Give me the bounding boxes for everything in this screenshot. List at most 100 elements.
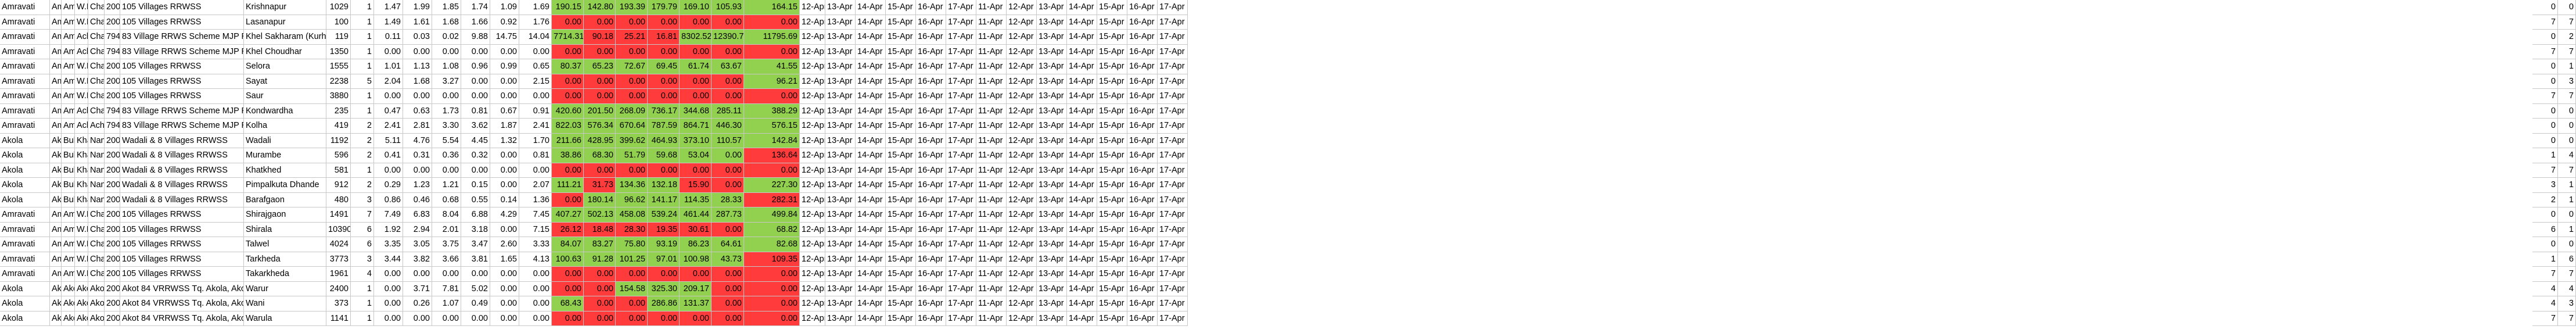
lpcd-cell[interactable]: 164.15 bbox=[744, 0, 800, 15]
table-cell[interactable]: 6.83 bbox=[403, 207, 432, 223]
lpcd-cell[interactable]: 16.81 bbox=[648, 30, 680, 45]
table-cell[interactable]: Amravati bbox=[50, 222, 62, 237]
table-cell[interactable]: 4.29 bbox=[490, 207, 519, 223]
table-cell[interactable]: 4.13 bbox=[519, 252, 552, 267]
table-cell[interactable]: 0.00 bbox=[432, 311, 461, 326]
table-cell[interactable]: 1491 bbox=[326, 207, 351, 223]
table-cell[interactable]: 2.81 bbox=[403, 119, 432, 134]
table-cell[interactable]: 11-Apr bbox=[976, 237, 1007, 252]
table-cell[interactable]: 3.05 bbox=[403, 237, 432, 252]
table-cell[interactable]: 12-Apr bbox=[1007, 119, 1037, 134]
table-cell[interactable]: 13-Apr bbox=[1037, 103, 1067, 119]
table-cell[interactable]: 0.46 bbox=[403, 192, 432, 207]
table-cell[interactable]: 0.96 bbox=[461, 59, 490, 74]
lpcd-cell[interactable]: 169.10 bbox=[680, 0, 712, 15]
table-cell[interactable]: 20028083 bbox=[105, 163, 120, 178]
lpcd-cell[interactable]: 105.93 bbox=[712, 0, 744, 15]
table-cell[interactable]: Amravati bbox=[62, 15, 75, 30]
table-cell[interactable]: 12-Apr bbox=[800, 222, 825, 237]
table-cell[interactable]: 13-Apr bbox=[1037, 163, 1067, 178]
table-cell[interactable]: 14-Apr bbox=[856, 74, 886, 89]
lpcd-cell[interactable]: 61.74 bbox=[680, 59, 712, 74]
table-cell[interactable]: 12-Apr bbox=[1007, 192, 1037, 207]
table-cell[interactable]: 12-Apr bbox=[1007, 89, 1037, 104]
table-cell[interactable]: 16-Apr bbox=[1127, 74, 1158, 89]
table-cell[interactable]: 17-Apr bbox=[1158, 89, 1188, 104]
table-cell[interactable]: 3.18 bbox=[461, 222, 490, 237]
table-cell[interactable]: 5 bbox=[351, 74, 374, 89]
table-cell[interactable]: 0.00 bbox=[519, 281, 552, 296]
lpcd-cell[interactable]: 72.67 bbox=[616, 59, 648, 74]
table-cell[interactable]: 7 bbox=[2532, 89, 2558, 104]
table-cell[interactable]: 16-Apr bbox=[916, 296, 946, 311]
table-cell[interactable]: 16-Apr bbox=[1127, 15, 1158, 30]
table-cell[interactable]: 0.99 bbox=[490, 59, 519, 74]
table-cell[interactable]: 0 bbox=[2532, 207, 2558, 223]
lpcd-cell[interactable]: 193.39 bbox=[616, 0, 648, 15]
lpcd-cell[interactable]: 0.00 bbox=[712, 267, 744, 282]
table-cell[interactable]: 20003791 bbox=[105, 89, 120, 104]
table-cell[interactable]: 15-Apr bbox=[1097, 296, 1127, 311]
table-cell[interactable]: 1.32 bbox=[490, 133, 519, 148]
table-cell[interactable]: 16-Apr bbox=[1127, 237, 1158, 252]
table-cell[interactable]: 0.00 bbox=[461, 163, 490, 178]
lpcd-cell[interactable]: 0.00 bbox=[680, 267, 712, 282]
table-cell[interactable]: 16-Apr bbox=[1127, 311, 1158, 326]
table-cell[interactable]: 0.31 bbox=[403, 148, 432, 163]
table-cell[interactable]: 7 bbox=[2558, 44, 2576, 59]
table-cell[interactable]: 12-Apr bbox=[1007, 296, 1037, 311]
table-cell[interactable]: Buldhana bbox=[62, 192, 75, 207]
table-cell[interactable]: 3 bbox=[2532, 178, 2558, 193]
table-cell[interactable]: 11-Apr bbox=[976, 133, 1007, 148]
lpcd-cell[interactable]: 0.00 bbox=[648, 44, 680, 59]
table-cell[interactable]: 7945938 bbox=[105, 30, 120, 45]
table-cell[interactable]: 0 bbox=[2558, 119, 2576, 134]
table-cell[interactable]: 1.23 bbox=[403, 178, 432, 193]
table-cell[interactable]: 16-Apr bbox=[916, 89, 946, 104]
table-cell[interactable]: 0 bbox=[2558, 103, 2576, 119]
table-cell[interactable]: 4 bbox=[2558, 281, 2576, 296]
table-cell[interactable]: 83 Village RRWS Scheme MJP RR (C 39) bbox=[120, 44, 244, 59]
table-cell[interactable]: 14-Apr bbox=[1067, 133, 1097, 148]
table-cell[interactable]: 1 bbox=[351, 0, 374, 15]
table-cell[interactable]: Akola bbox=[0, 281, 50, 296]
table-cell[interactable]: 11-Apr bbox=[976, 207, 1007, 223]
table-cell[interactable]: 15-Apr bbox=[1097, 163, 1127, 178]
table-cell[interactable]: 13-Apr bbox=[825, 222, 856, 237]
table-cell[interactable]: 13-Apr bbox=[1037, 148, 1067, 163]
village-cell[interactable]: Kondwardha bbox=[244, 103, 326, 119]
table-cell[interactable]: 0.00 bbox=[519, 163, 552, 178]
table-cell[interactable]: 15-Apr bbox=[886, 281, 916, 296]
table-cell[interactable]: 14-Apr bbox=[856, 0, 886, 15]
table-cell[interactable]: Wadali & 8 Villages RRWSS bbox=[120, 192, 244, 207]
table-cell[interactable]: 13-Apr bbox=[825, 281, 856, 296]
table-cell[interactable]: 3 bbox=[351, 192, 374, 207]
table-cell[interactable]: 0.00 bbox=[490, 311, 519, 326]
table-cell[interactable]: 16-Apr bbox=[1127, 178, 1158, 193]
table-cell[interactable]: 0.68 bbox=[432, 192, 461, 207]
lpcd-cell[interactable]: 0.00 bbox=[712, 89, 744, 104]
table-cell[interactable]: 419 bbox=[326, 119, 351, 134]
table-cell[interactable]: 0.41 bbox=[374, 148, 403, 163]
table-cell[interactable]: Achalpur bbox=[75, 30, 88, 45]
table-cell[interactable]: 0.00 bbox=[374, 163, 403, 178]
table-cell[interactable]: 16-Apr bbox=[1127, 267, 1158, 282]
lpcd-cell[interactable]: 0.00 bbox=[584, 74, 616, 89]
lpcd-cell[interactable]: 69.45 bbox=[648, 59, 680, 74]
table-cell[interactable]: 20028565 bbox=[105, 281, 120, 296]
table-cell[interactable]: 13-Apr bbox=[825, 103, 856, 119]
table-cell[interactable]: Nandura bbox=[88, 192, 105, 207]
table-cell[interactable]: 12-Apr bbox=[1007, 59, 1037, 74]
table-cell[interactable]: Akola bbox=[50, 311, 62, 326]
table-cell[interactable]: 1 bbox=[351, 59, 374, 74]
table-cell[interactable]: 2 bbox=[2532, 192, 2558, 207]
table-cell[interactable]: W.M.Amravati bbox=[75, 207, 88, 223]
table-cell[interactable]: 3880 bbox=[326, 89, 351, 104]
table-cell[interactable]: 17-Apr bbox=[946, 237, 976, 252]
table-cell[interactable]: 17-Apr bbox=[946, 163, 976, 178]
table-cell[interactable]: 1961 bbox=[326, 267, 351, 282]
table-cell[interactable]: 14-Apr bbox=[856, 311, 886, 326]
table-cell[interactable]: 12-Apr bbox=[1007, 15, 1037, 30]
table-cell[interactable]: 12-Apr bbox=[800, 178, 825, 193]
lpcd-cell[interactable]: 30.61 bbox=[680, 222, 712, 237]
